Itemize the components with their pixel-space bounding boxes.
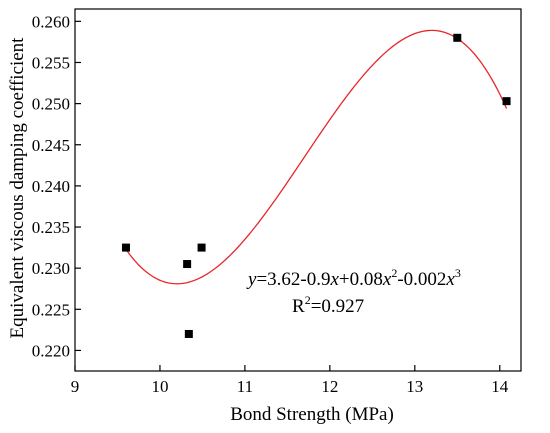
equation-x-var-1: x — [329, 269, 339, 290]
y-tick-label: 0.230 — [32, 259, 70, 278]
y-tick-label: 0.250 — [32, 95, 70, 114]
y-axis-title: Equivalent viscous damping coefficient — [7, 37, 28, 339]
equation-x-var-2: x — [382, 269, 392, 290]
x-tick-label: 10 — [151, 377, 168, 396]
fit-r-squared: R2=0.927 — [292, 293, 364, 317]
y-tick-label: 0.240 — [32, 177, 70, 196]
data-point — [502, 97, 511, 106]
x-tick-label: 13 — [406, 377, 423, 396]
x-tick-label: 9 — [71, 377, 80, 396]
equation-term-1: =3.62-0.9 — [256, 269, 330, 290]
y-tick-label: 0.235 — [32, 218, 70, 237]
x-tick-label: 11 — [237, 377, 253, 396]
x-tick-label: 14 — [491, 377, 509, 396]
fit-curve — [125, 29, 508, 285]
fit-equation: y=3.62-0.9x+0.08x2-0.002x3 — [246, 266, 461, 290]
r-squared-symbol: R — [292, 296, 305, 317]
y-tick-label: 0.260 — [32, 12, 70, 31]
plot-frame — [74, 8, 522, 372]
r-squared-exponent: 2 — [305, 293, 311, 307]
data-point — [183, 260, 192, 269]
data-point — [121, 243, 130, 252]
x-tick-label: 12 — [321, 377, 338, 396]
ticks-layer: 9 10 11 12 13 14 0.220 0.225 0.230 0.235 0.240 0.24… — [32, 12, 509, 396]
marks-layer — [121, 29, 511, 338]
y-tick-label: 0.225 — [32, 300, 70, 319]
data-point — [197, 243, 206, 252]
equation-exponent-3: 3 — [455, 266, 461, 280]
equation-term-2: +0.08 — [339, 269, 383, 290]
equation-x-var-3: x — [445, 269, 455, 290]
data-point — [453, 33, 462, 42]
y-tick-label: 0.245 — [32, 136, 70, 155]
equation-y-var: y — [246, 269, 257, 290]
equation-term-3: -0.002 — [397, 269, 446, 290]
equation-exponent-2: 2 — [391, 266, 397, 280]
y-tick-label: 0.255 — [32, 53, 70, 72]
data-point — [184, 329, 193, 338]
r-squared-value: =0.927 — [311, 296, 364, 317]
x-axis-title: Bond Strength (MPa) — [230, 404, 394, 425]
y-tick-label: 0.220 — [32, 341, 70, 360]
